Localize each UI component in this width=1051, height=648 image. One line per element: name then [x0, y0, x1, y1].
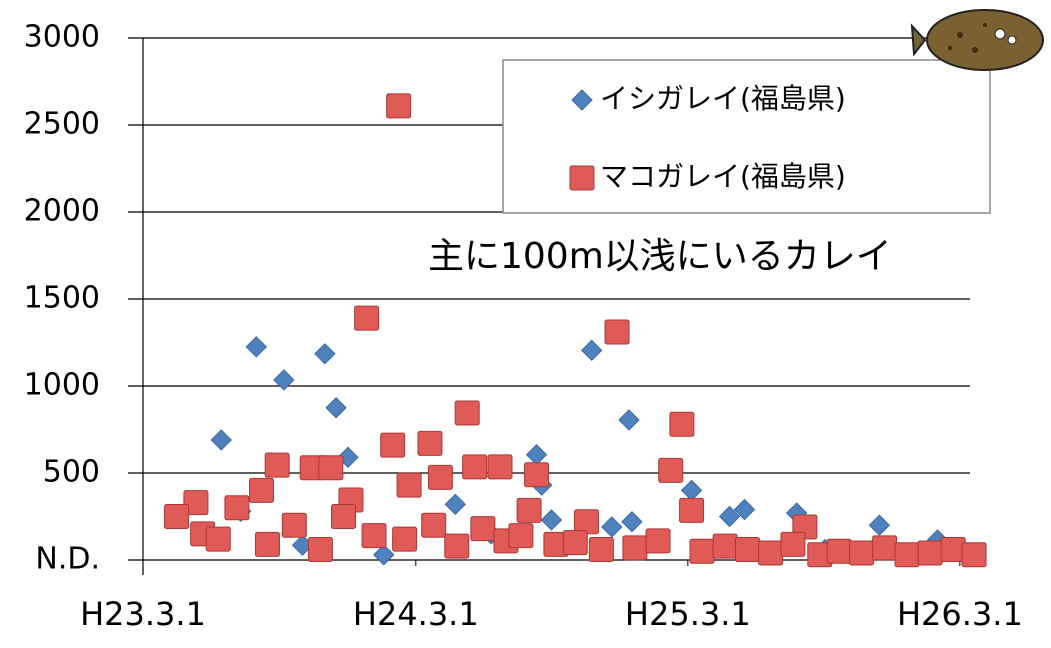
point	[380, 432, 406, 458]
point	[318, 455, 344, 481]
point	[588, 537, 614, 563]
point	[273, 369, 295, 391]
y-tick-label: 1500	[24, 281, 100, 316]
point	[205, 526, 231, 552]
point	[679, 497, 705, 523]
point	[444, 533, 470, 559]
point	[210, 429, 232, 451]
point	[524, 462, 550, 488]
legend-marker	[571, 89, 593, 111]
point	[868, 514, 891, 536]
point	[645, 528, 671, 554]
x-tick-label: H23.3.1	[80, 595, 206, 633]
y-tick-label: 500	[43, 455, 100, 490]
point	[826, 538, 852, 564]
point	[658, 457, 684, 483]
point	[487, 454, 513, 480]
point	[622, 535, 648, 561]
point	[618, 409, 640, 431]
point	[601, 516, 623, 538]
point	[604, 319, 630, 345]
point	[621, 511, 643, 533]
plot-layer: N.D. 500 1000 1500 2000 2500 3000 H23.3.1 H24.3.…	[24, 20, 1023, 634]
point	[427, 464, 453, 490]
point	[330, 504, 356, 529]
point	[470, 516, 496, 542]
y-tick-label: N.D.	[35, 542, 100, 577]
point	[894, 542, 920, 568]
point	[733, 498, 756, 521]
point	[264, 452, 290, 478]
point	[245, 336, 267, 358]
y-tick-label: 2500	[24, 107, 100, 142]
point	[917, 540, 943, 566]
fish-icon	[910, 9, 1044, 71]
point	[454, 400, 480, 426]
point	[540, 509, 563, 531]
y-tick-label: 1000	[24, 368, 100, 403]
point	[718, 505, 741, 528]
point	[307, 537, 333, 563]
point	[164, 504, 190, 529]
point	[712, 533, 738, 559]
point	[254, 531, 280, 557]
annotation: 主に100m以浅にいるカレイ	[428, 236, 892, 277]
legend-label: マコガレイ(福島県)	[600, 160, 846, 193]
point	[444, 493, 467, 516]
point	[961, 542, 987, 568]
point	[392, 526, 418, 552]
point	[281, 512, 307, 538]
point	[361, 523, 387, 549]
point	[525, 444, 548, 466]
series	[164, 93, 987, 568]
point	[314, 343, 336, 365]
point	[508, 523, 534, 549]
x-tick-label: H26.3.1	[897, 595, 1023, 633]
legend: イシガレイ(福島県) マコガレイ(福島県)	[569, 82, 846, 193]
point	[734, 537, 760, 563]
point	[562, 530, 588, 556]
point	[417, 430, 443, 456]
point	[325, 397, 347, 419]
point	[669, 411, 695, 437]
point	[689, 538, 715, 564]
point	[462, 454, 488, 480]
point	[183, 490, 209, 516]
point	[516, 497, 542, 523]
point	[421, 512, 447, 538]
point	[224, 495, 250, 521]
legend-label: イシガレイ(福島県)	[600, 82, 846, 115]
y-tick-label: 2000	[24, 194, 100, 229]
point	[354, 305, 380, 331]
point	[386, 93, 412, 119]
point	[758, 540, 784, 566]
point	[780, 531, 806, 557]
point	[849, 540, 875, 566]
x-tick-label: H25.3.1	[625, 595, 751, 633]
legend-marker	[569, 165, 595, 191]
point	[396, 472, 422, 498]
point	[249, 477, 275, 503]
point	[580, 339, 603, 362]
y-tick-label: 3000	[24, 20, 100, 55]
x-tick-label: H24.3.1	[353, 595, 479, 633]
point	[872, 535, 898, 561]
point	[680, 479, 703, 502]
point	[373, 544, 395, 566]
